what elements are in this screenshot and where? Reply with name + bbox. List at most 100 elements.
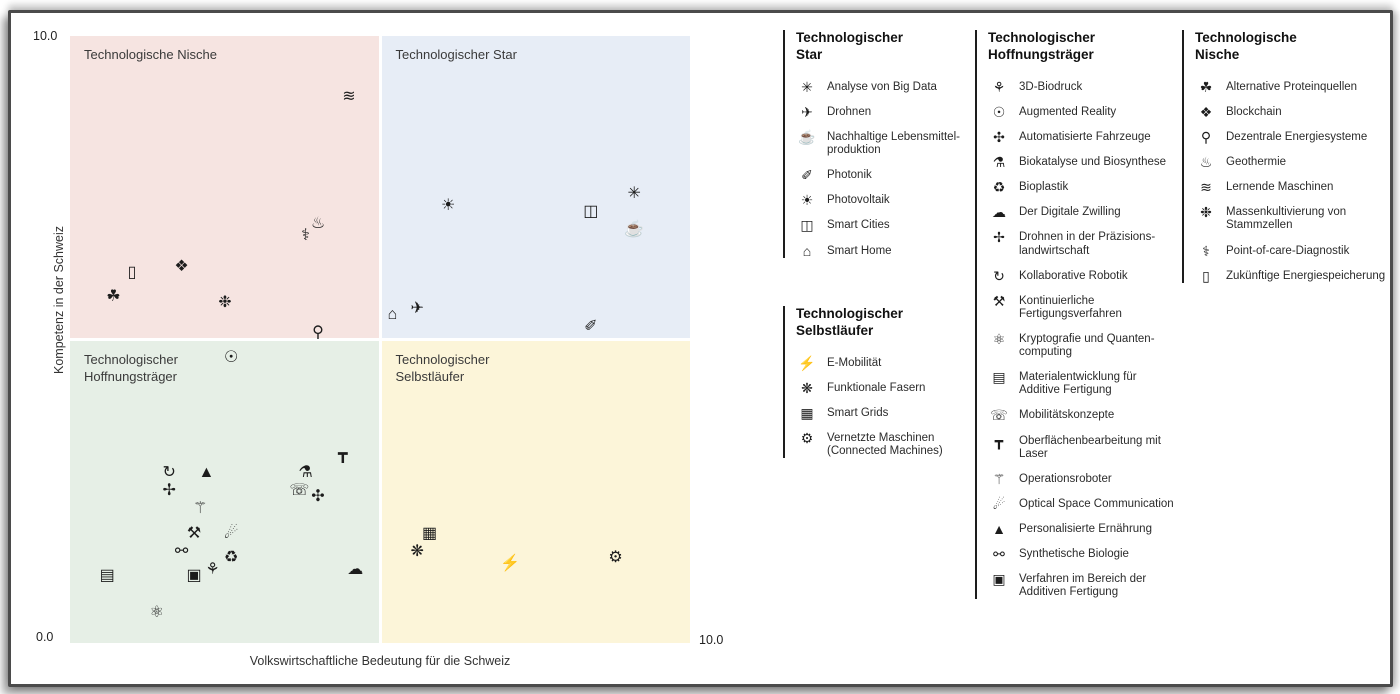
quadrant-technologische-nische: Technologische Nische — [70, 36, 379, 338]
legend-item-personalisierte-ernaehrung: ▲ Personalisierte Ernährung — [988, 520, 1175, 537]
legend-item-label: Verfahren im Bereich der Additiven Ferti… — [1019, 573, 1147, 599]
legend-item-label: Drohnen in der Präzisions-landwirtschaft — [1019, 231, 1156, 257]
legend-item-label: Operationsroboter — [1019, 472, 1112, 485]
legend-item-label: E-Mobilität — [827, 356, 882, 369]
legend-group-hoffnungstraeger: Technologischer Hoffnungsträger ⚘ 3D-Biod… — [975, 30, 1175, 600]
legend-items-list: ⚡ E-Mobilität ❋ Funktionale Fasern ▦ Smart Gr… — [796, 354, 979, 459]
legend-item-e-mobilitaet: ⚡ E-Mobilität — [796, 354, 979, 371]
y-axis-max-label: 10.0 — [33, 29, 58, 43]
photonics-icon: ✐ — [801, 167, 813, 184]
legend-item-label: Zukünftige Energiespeicherung — [1226, 269, 1386, 282]
legend-item-drohnen: ✈ Drohnen — [796, 103, 979, 120]
legend-group-selbstlaeufer: Technologischer Selbstläufer ⚡ E-Mobilitä… — [783, 306, 979, 459]
legend-item-label: Materialentwicklung für Additive Fertigu… — [1019, 371, 1137, 397]
augmented-reality-icon: ☉ — [992, 103, 1006, 120]
legend-item-alternative-proteinquellen: ☘ Alternative Proteinquellen — [1195, 80, 1390, 94]
legend-item-massenkultivierung-von-stammzellen: ❉ Massenkultivierung von Stammzellen — [1195, 204, 1390, 232]
legend-item-synthetische-biologie: ⚯ Synthetische Biologie — [988, 547, 1175, 561]
smart-grids-icon: ▦ — [800, 404, 814, 421]
legend-item-optical-space-communication: ☄ Optical Space Communication — [988, 495, 1175, 512]
sustainable-food-icon: ☕ — [798, 128, 816, 145]
collaborative-robotics-icon: ↻ — [993, 267, 1005, 284]
legend-item-label: Personalisierte Ernährung — [1019, 522, 1152, 535]
chart-content: 10.0 0.0 10.0 Kompetenz in der Schweiz V… — [11, 13, 1390, 684]
continuous-manufacturing-icon: ⚒ — [992, 292, 1006, 309]
legend-item-label: Analyse von Big Data — [827, 80, 937, 93]
legend-item-3d-biodruck: ⚘ 3D-Biodruck — [988, 78, 1175, 95]
legend-item-label: Massenkultivierung von Stammzellen — [1226, 206, 1347, 232]
legend-items-list: ☘ Alternative Proteinquellen ❖ Blockchain ⚲ D… — [1195, 80, 1390, 283]
legend-item-nachhaltige-lebensmittel-produktion: ☕ Nachhaltige Lebensmittel-produktion — [796, 128, 979, 157]
bioprinting-icon: ⚘ — [992, 78, 1006, 95]
quadrant-technologischer-hoffnungstraeger: Technologischer Hoffnungsträger — [70, 341, 379, 643]
drone-icon: ✈ — [801, 103, 813, 120]
legend-item-label: Geothermie — [1226, 156, 1287, 169]
legend-item-smart-cities: ◫ Smart Cities — [796, 217, 979, 234]
legend-item-label: Kontinuierliche Fertigungsverfahren — [1019, 294, 1122, 320]
legend-item-lernende-maschinen: ≋ Lernende Maschinen — [1195, 180, 1390, 194]
e-mobility-icon: ⚡ — [798, 354, 816, 371]
quadrant-technologischer-star: Technologischer Star — [381, 36, 690, 338]
legend-items-list: ✳ Analyse von Big Data ✈ Drohnen ☕ Nachhaltig… — [796, 78, 979, 259]
blockchain-icon: ❖ — [1199, 103, 1213, 120]
legend-item-kryptografie-und-quanten-computing: ⚛ Kryptografie und Quanten-computing — [988, 332, 1175, 359]
legend-item-automatisierte-fahrzeuge: ✣ Automatisierte Fahrzeuge — [988, 130, 1175, 144]
legend-items-list: ⚘ 3D-Biodruck ☉ Augmented Reality ✣ Automatis… — [988, 78, 1175, 600]
legend-group-title: Technologische Nische — [1195, 30, 1297, 62]
stem-cells-icon: ❉ — [1200, 204, 1212, 221]
x-axis-max-label: 10.0 — [699, 633, 724, 647]
scatter-plot: Technologische Nische Technologischer St… — [70, 36, 690, 643]
legend-item-label: Smart Grids — [827, 406, 889, 419]
point-of-care-icon: ⚕ — [1202, 242, 1210, 259]
space-communication-icon: ☄ — [992, 495, 1006, 512]
smart-home-icon: ⌂ — [802, 242, 812, 259]
legend-item-label: 3D-Biodruck — [1019, 80, 1083, 93]
geothermal-icon: ♨ — [1199, 154, 1213, 171]
digital-twin-icon: ☁ — [992, 204, 1006, 221]
legend-item-label: Kollaborative Robotik — [1019, 269, 1128, 282]
legend-item-label: Smart Home — [827, 244, 892, 257]
legend-item-kontinuierliche-fertigungsverfahren: ⚒ Kontinuierliche Fertigungsverfahren — [988, 292, 1175, 321]
legend-group-title: Technologischer Hoffnungsträger — [988, 30, 1096, 62]
legend-item-bioplastik: ♻ Bioplastik — [988, 179, 1175, 196]
legend-item-augmented-reality: ☉ Augmented Reality — [988, 103, 1175, 120]
surgical-robot-icon: ⚚ — [992, 470, 1006, 487]
big-data-icon: ✳ — [801, 78, 813, 95]
legend-group-nische: Technologische Nische ☘ Alternative Prote… — [1182, 30, 1390, 283]
mobility-concepts-icon: ☏ — [990, 407, 1008, 424]
connected-machines-icon: ⚙ — [800, 430, 814, 447]
personalized-nutrition-icon: ▲ — [992, 520, 1006, 537]
bioplastics-icon: ♻ — [992, 179, 1006, 196]
legend-item-label: Dezentrale Energiesysteme — [1226, 130, 1368, 143]
legend-item-label: Funktionale Fasern — [827, 381, 926, 394]
legend-item-label: Vernetzte Maschinen (Connected Machines) — [827, 432, 943, 458]
legend-item-funktionale-fasern: ❋ Funktionale Fasern — [796, 381, 979, 395]
legend-item-label: Automatisierte Fahrzeuge — [1019, 130, 1151, 143]
legend-item-materialentwicklung-fuer-additive-fertigung: ▤ Materialentwicklung für Additive Fertig… — [988, 370, 1175, 397]
additive-manufacturing-icon: ▣ — [992, 571, 1006, 588]
legend-item-photovoltaik: ☀ Photovoltaik — [796, 193, 979, 207]
legend-item-verfahren-im-bereich-der-additiven-fertigung: ▣ Verfahren im Bereich der Additiven Fert… — [988, 571, 1175, 599]
legend-item-label: Mobilitätskonzepte — [1019, 409, 1115, 422]
quadrant-title: Technologischer Selbstläufer — [395, 352, 490, 384]
quadrant-title: Technologischer Star — [395, 47, 517, 62]
smart-cities-icon: ◫ — [800, 217, 814, 234]
legend-item-photonik: ✐ Photonik — [796, 167, 979, 184]
legend-item-smart-grids: ▦ Smart Grids — [796, 404, 979, 421]
legend-item-label: Photovoltaik — [827, 194, 890, 207]
legend-item-label: Biokatalyse und Biosynthese — [1019, 156, 1167, 169]
legend-item-point-of-care-diagnostik: ⚕ Point-of-care-Diagnostik — [1195, 242, 1390, 259]
legend-item-operationsroboter: ⚚ Operationsroboter — [988, 470, 1175, 487]
y-axis-title: Kompetenz in der Schweiz — [52, 226, 66, 374]
legend-item-dezentrale-energiesysteme: ⚲ Dezentrale Energiesysteme — [1195, 130, 1390, 144]
quadrant-title: Technologischer Hoffnungsträger — [84, 352, 178, 384]
legend-item-label: Blockchain — [1226, 105, 1282, 118]
precision-agriculture-drone-icon: ✢ — [993, 229, 1005, 246]
quadrant-title: Technologische Nische — [84, 47, 217, 62]
legend-item-vernetzte-maschinen-connected-machines: ⚙ Vernetzte Maschinen (Connected Machines… — [796, 430, 979, 458]
legend-item-label: Nachhaltige Lebensmittel-produktion — [827, 130, 960, 157]
laser-surface-icon: ┳ — [994, 432, 1004, 449]
legend-item-biokatalyse-und-biosynthese: ⚗ Biokatalyse und Biosynthese — [988, 155, 1175, 169]
legend-group-title: Technologischer Selbstläufer — [796, 306, 904, 338]
legend-item-label: Optical Space Communication — [1019, 497, 1174, 510]
